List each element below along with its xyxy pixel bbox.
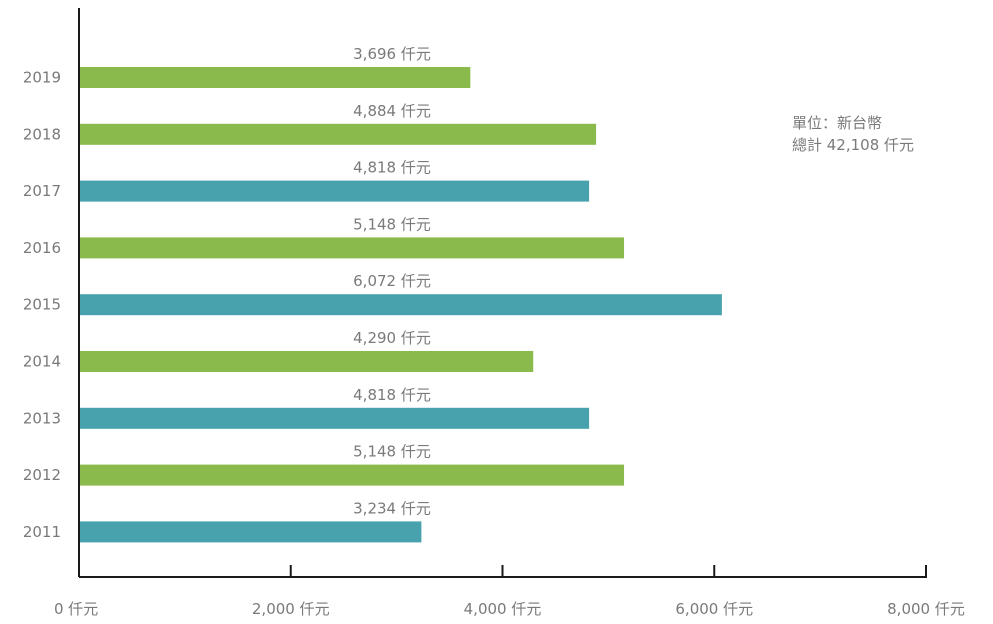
value-label-2019: 3,696 仟元 — [353, 45, 431, 63]
value-label-2018: 4,884 仟元 — [353, 102, 431, 120]
y-tick-label-2019: 2019 — [23, 69, 61, 87]
value-label-2014: 4,290 仟元 — [353, 329, 431, 347]
y-tick-label-2012: 2012 — [23, 466, 61, 484]
value-label-2013: 4,818 仟元 — [353, 386, 431, 404]
y-tick-label-2016: 2016 — [23, 239, 61, 257]
x-tick-label-2000: 2,000 仟元 — [252, 600, 330, 618]
bar-2015 — [80, 294, 722, 316]
y-tick-label-2017: 2017 — [23, 182, 61, 200]
x-tick-label-8000: 8,000 仟元 — [887, 600, 965, 618]
value-label-2012: 5,148 仟元 — [353, 443, 431, 461]
value-label-2017: 4,818 仟元 — [353, 159, 431, 177]
bar-2011 — [80, 521, 422, 543]
x-tick-label-4000: 4,000 仟元 — [464, 600, 542, 618]
value-label-2015: 6,072 仟元 — [353, 272, 431, 290]
total-label: 總計 42,108 仟元 — [792, 136, 915, 154]
y-tick-label-2018: 2018 — [23, 125, 61, 143]
bar-2019 — [80, 67, 471, 88]
x-tick-label-0: 0 仟元 — [54, 600, 98, 618]
y-tick-label-2013: 2013 — [23, 409, 61, 427]
bar-2016 — [80, 237, 625, 259]
y-tick-label-2015: 2015 — [23, 296, 61, 314]
bar-2014 — [80, 351, 534, 372]
value-label-2011: 3,234 仟元 — [353, 499, 431, 517]
bar-2018 — [80, 123, 597, 145]
y-tick-label-2014: 2014 — [23, 353, 61, 371]
bar-2012 — [80, 464, 625, 486]
value-label-2016: 5,148 仟元 — [353, 215, 431, 233]
bar-2013 — [80, 407, 590, 429]
unit-annotation: 單位：新台幣 總計 42,108 仟元 — [792, 112, 914, 156]
x-tick-label-6000: 6,000 仟元 — [675, 600, 753, 618]
bar-2017 — [80, 180, 590, 202]
y-tick-label-2011: 2011 — [23, 523, 61, 541]
unit-label: 單位：新台幣 — [792, 114, 883, 132]
